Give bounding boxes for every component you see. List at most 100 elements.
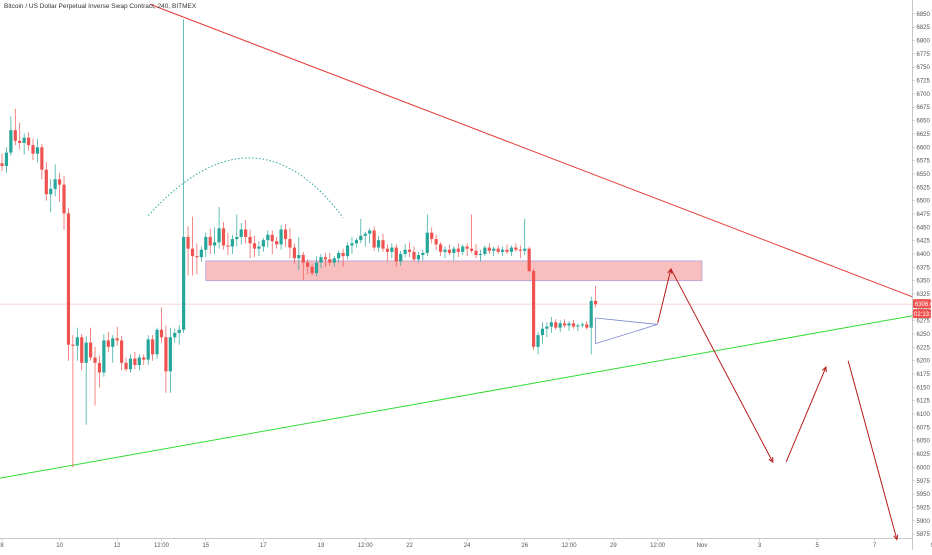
candle-body: [168, 337, 172, 372]
candle-body: [124, 362, 128, 370]
candle-body: [536, 335, 540, 347]
candle-body: [399, 253, 403, 262]
candle-body: [44, 169, 48, 195]
candle-body: [275, 241, 279, 245]
candle-body: [257, 246, 261, 249]
candle-body: [407, 249, 412, 252]
resistance-zone[interactable]: [205, 260, 703, 282]
candle-body: [403, 249, 407, 254]
projection-arrow-up[interactable]: [657, 268, 672, 324]
price-axis-label: 6075: [917, 425, 931, 431]
candle-body: [221, 228, 226, 246]
candle-body: [345, 245, 350, 257]
upper-trendline[interactable]: [149, 3, 913, 298]
candle-body: [142, 357, 146, 360]
projection-arrow-down[interactable]: [670, 268, 774, 463]
projection-arrow-rebound[interactable]: [785, 366, 827, 463]
candle-body: [545, 326, 549, 329]
candle-body: [204, 236, 208, 250]
candle-body: [350, 243, 354, 246]
candle-body: [500, 249, 505, 252]
time-axis-label: 3: [758, 543, 762, 549]
candle-body: [372, 230, 376, 248]
candle-body: [159, 329, 164, 338]
candle-body: [137, 357, 141, 365]
candle-body: [199, 249, 203, 258]
candle-body: [328, 259, 332, 263]
candle-body: [155, 329, 159, 355]
time-axis-label: 15: [202, 543, 209, 549]
candle-body: [554, 322, 558, 328]
candle-body: [35, 147, 40, 154]
candle-body: [66, 213, 71, 345]
candle-body: [151, 339, 155, 355]
candle-body: [93, 357, 97, 363]
candle-body: [186, 236, 190, 249]
candle-body: [111, 338, 115, 347]
candle-body: [217, 228, 221, 243]
price-axis-label: 6200: [917, 359, 931, 365]
candle-body: [385, 248, 390, 252]
candle-body: [235, 236, 239, 240]
candle-body: [164, 337, 168, 372]
candle-body: [270, 234, 274, 242]
candle-body: [354, 240, 358, 244]
candle-body: [306, 262, 310, 267]
candle-body: [532, 271, 536, 347]
candle-body: [469, 248, 474, 251]
candle-body: [567, 323, 571, 326]
candle-body: [505, 249, 509, 252]
price-axis-label: 6300: [917, 305, 931, 311]
chart-title: Bitcoin / US Dollar Perpetual Inverse Sw…: [4, 3, 197, 10]
candle-body: [585, 324, 589, 328]
price-axis-label: 6025: [917, 452, 931, 458]
time-axis-label: 17: [260, 543, 267, 549]
countdown-tag: [913, 309, 931, 319]
price-axis-label: 6400: [917, 252, 931, 258]
time-axis-label: 12:00: [650, 543, 666, 549]
candle-body: [182, 236, 186, 330]
projection-arrow-final[interactable]: [847, 360, 898, 540]
time-axis-label: 12:00: [154, 543, 170, 549]
candle-body: [213, 242, 217, 246]
pennant-pattern[interactable]: [595, 317, 658, 345]
candle-body: [390, 247, 394, 252]
dotted-arc[interactable]: [147, 157, 344, 219]
candle-body: [514, 247, 518, 250]
lower-trendline[interactable]: [0, 315, 913, 479]
last-price-tag: [913, 299, 931, 309]
candle-body: [173, 332, 177, 338]
candle-body: [13, 130, 17, 141]
price-axis-label: 6500: [917, 199, 931, 205]
candle-body: [26, 137, 31, 146]
price-axis-label: 6475: [917, 212, 931, 218]
candle-body: [341, 252, 345, 257]
candle-body: [425, 232, 429, 253]
price-axis-label: 6750: [917, 65, 931, 71]
candle-body: [558, 323, 562, 328]
candle-body: [492, 248, 496, 251]
candle-body: [443, 249, 447, 252]
candle-body: [84, 342, 88, 363]
candle-body: [4, 152, 9, 166]
time-axis-label: 5: [815, 543, 819, 549]
candle-body: [518, 249, 522, 251]
last-price-value: 6306.0: [915, 302, 932, 308]
price-axis-label: 6225: [917, 345, 931, 351]
price-axis-label: 6600: [917, 145, 931, 151]
candle-body: [421, 252, 425, 256]
candle-body: [9, 130, 13, 153]
candle-body: [208, 236, 212, 246]
candle-body: [332, 258, 336, 263]
price-axis-label: 6775: [917, 52, 931, 58]
candle-body: [571, 323, 576, 327]
candle-body: [430, 232, 434, 240]
candle-body: [456, 248, 460, 252]
price-axis-label: 6625: [917, 132, 931, 138]
candle-body: [71, 344, 75, 346]
price-axis-label: 6275: [917, 319, 931, 325]
price-axis-label: 5950: [917, 492, 931, 498]
candle-body: [589, 300, 593, 328]
